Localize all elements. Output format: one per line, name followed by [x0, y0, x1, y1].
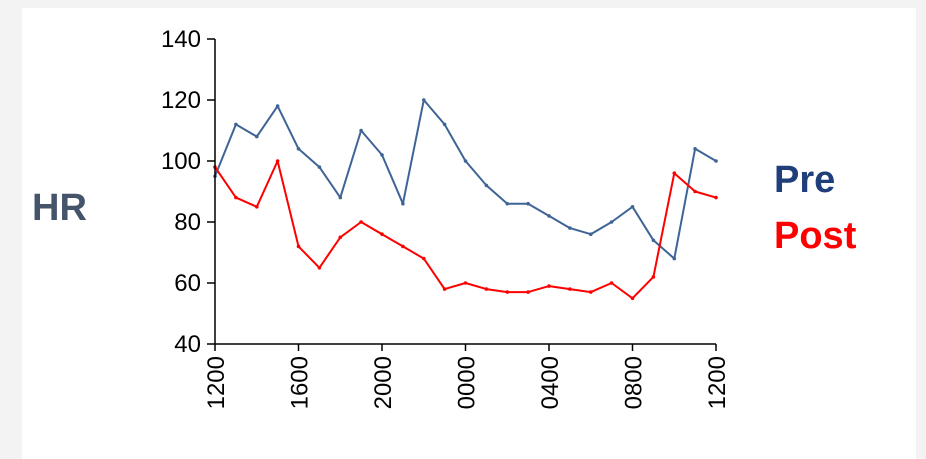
- data-point-post: [234, 195, 238, 200]
- data-point-pre: [380, 153, 384, 157]
- y-axis-label: HR: [32, 187, 87, 229]
- data-point-pre: [255, 134, 259, 139]
- x-tick-label: 1600: [287, 356, 314, 409]
- data-point-post: [442, 287, 447, 291]
- x-tick-label: 1200: [704, 356, 731, 409]
- data-point-post: [422, 256, 426, 261]
- data-point-pre: [651, 238, 656, 243]
- data-point-post: [296, 244, 301, 249]
- data-point-pre: [422, 98, 426, 102]
- data-point-post: [484, 287, 489, 291]
- x-tick-label: 1200: [203, 356, 230, 409]
- y-tick-label: 80: [174, 209, 201, 236]
- y-tick-label: 60: [174, 270, 201, 297]
- data-point-post: [609, 281, 614, 285]
- data-point-post: [714, 195, 718, 200]
- data-point-pre: [568, 226, 572, 230]
- x-tick-label: 2000: [370, 356, 397, 409]
- data-point-pre: [463, 159, 468, 163]
- data-point-post: [672, 171, 677, 175]
- data-point-pre: [672, 256, 677, 261]
- data-point-pre: [442, 122, 447, 127]
- data-point-pre: [526, 201, 530, 206]
- data-point-post: [526, 290, 530, 294]
- data-point-post: [359, 220, 363, 224]
- data-point-post: [275, 159, 280, 163]
- data-point-pre: [275, 104, 280, 108]
- series-line-pre: [214, 99, 717, 260]
- data-point-post: [693, 189, 697, 194]
- data-point-pre: [547, 214, 551, 218]
- data-point-post: [547, 284, 551, 288]
- data-point-post: [338, 235, 343, 240]
- data-point-post: [630, 296, 635, 301]
- data-point-pre: [484, 183, 489, 188]
- x-tick-label: 0400: [537, 356, 564, 409]
- data-point-post: [505, 290, 510, 294]
- y-ticks: 40 60 80 100 120 140: [161, 26, 215, 358]
- x-ticks: 1200 1600 2000 0000 0400 0800 1200: [203, 344, 731, 409]
- data-point-pre: [609, 220, 614, 224]
- data-point-pre: [401, 201, 405, 206]
- chart-card: 40 60 80 100 120 140 1200 1600 2000 0000 0400 0800…: [22, 8, 916, 459]
- y-tick-label: 140: [161, 26, 201, 53]
- data-point-pre: [589, 232, 593, 236]
- data-point-post: [589, 290, 593, 294]
- y-tick-label: 100: [161, 148, 201, 175]
- data-point-post: [255, 205, 259, 209]
- heart-rate-chart: 40 60 80 100 120 140 1200 1600 2000 0000 0400 0800…: [32, 26, 857, 409]
- data-point-pre: [317, 165, 322, 169]
- data-point-pre: [714, 159, 718, 163]
- data-point-pre: [338, 195, 343, 200]
- series-layer: [213, 98, 718, 301]
- data-point-post: [463, 281, 468, 285]
- legend-pre: Pre: [774, 159, 835, 201]
- data-point-post: [568, 287, 572, 291]
- legend-post: Post: [774, 215, 857, 257]
- y-tick-label: 120: [161, 87, 201, 114]
- data-point-pre: [359, 128, 363, 133]
- y-tick-label: 40: [174, 331, 201, 358]
- x-tick-label: 0800: [621, 356, 648, 409]
- x-tick-label: 0000: [454, 356, 481, 409]
- data-point-pre: [234, 122, 238, 127]
- data-point-post: [317, 266, 322, 270]
- series-line-post: [214, 160, 717, 300]
- data-point-post: [651, 275, 656, 279]
- data-point-pre: [296, 147, 301, 151]
- data-point-post: [401, 244, 405, 249]
- data-point-pre: [630, 205, 635, 209]
- data-point-post: [380, 232, 384, 236]
- data-point-pre: [505, 201, 510, 206]
- data-point-pre: [693, 147, 697, 151]
